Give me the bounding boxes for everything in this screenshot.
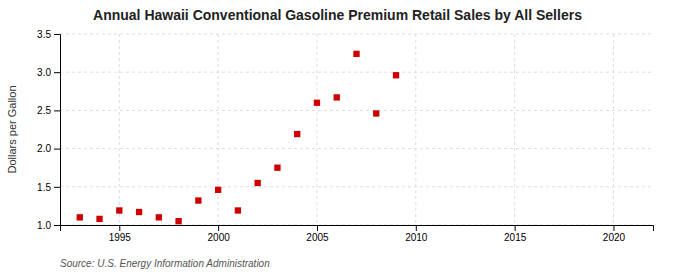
y-axis: 1.0 1.5 2.0 2.5 3.0 3.5 [37,29,60,231]
point [77,214,83,220]
point [195,197,201,203]
x-tick-mark [515,225,516,231]
chart-svg: Annual Hawaii Conventional Gasoline Prem… [0,0,675,275]
point [235,207,241,213]
point [294,131,300,137]
point [353,51,359,57]
y-tick: 2.0 [37,143,60,154]
y-tick-label: 3.0 [37,67,51,78]
point [393,72,399,78]
x-tick-label: 2015 [504,232,527,243]
point [334,94,340,100]
grid-line-x [316,34,317,225]
x-tick-label: 1995 [109,232,132,243]
y-axis-line [54,35,61,226]
y-tick-mark [54,72,60,73]
y-tick-label: 2.0 [37,143,51,154]
grid-line-y [60,110,653,111]
x-tick-mark [218,225,219,231]
x-tick-label: 2000 [208,232,231,243]
x-axis: 1995 2000 2005 2010 2015 2020 [61,225,654,243]
grid-line-y [60,34,653,35]
point [136,209,142,215]
x-tick-label: 2020 [603,232,626,243]
y-tick-label: 1.5 [37,182,51,193]
y-tick: 2.5 [37,105,60,116]
y-tick-mark [54,34,60,35]
y-tick-label: 1.0 [37,220,51,231]
x-tick: 2020 [603,225,626,243]
points [77,51,400,225]
grid-line-y [60,72,653,73]
x-tick: 2000 [208,225,231,243]
point [373,110,379,116]
grid-line-x [218,34,219,225]
x-tick: 2015 [504,225,527,243]
x-tick-mark [613,225,614,231]
plot-area: 1995 2000 2005 2010 2015 2020 1.0 1.5 2.0 2.5 3.0 3… [6,29,654,243]
grid-line-x [613,34,614,225]
point [175,218,181,224]
y-tick-label: 3.5 [37,29,51,40]
point [215,187,221,193]
point [116,207,122,213]
chart-container: Annual Hawaii Conventional Gasoline Prem… [0,0,675,275]
y-tick: 3.5 [37,29,60,40]
x-tick-mark [317,225,318,231]
x-tick: 1995 [109,225,132,243]
point [314,100,320,106]
source-note: Source: U.S. Energy Information Administ… [60,258,270,269]
title: Annual Hawaii Conventional Gasoline Prem… [93,7,582,23]
grid-line-x [514,34,515,225]
point [156,214,162,220]
y-tick-mark [54,187,60,188]
y-tick: 3.0 [37,67,60,78]
grid-line-y [60,186,653,187]
y-tick-label: 2.5 [37,105,51,116]
point [255,180,261,186]
point [274,165,280,171]
x-tick-mark [119,225,120,231]
y-tick: 1.0 [37,220,60,231]
y-tick-mark [54,225,60,226]
grid [60,34,653,225]
grid-line-x [119,34,120,225]
x-tick-label: 2005 [306,232,329,243]
x-tick: 2010 [405,225,428,243]
x-tick-label: 2010 [405,232,428,243]
y-axis-label: Dollars per Gallon [6,85,18,173]
x-axis-line [61,226,654,232]
y-tick-mark [54,110,60,111]
grid-line-y [60,148,653,149]
grid-line-x [415,34,416,225]
point [96,216,102,222]
y-tick: 1.5 [37,182,60,193]
x-tick-mark [416,225,417,231]
x-tick: 2005 [306,225,329,243]
y-tick-mark [54,149,60,150]
